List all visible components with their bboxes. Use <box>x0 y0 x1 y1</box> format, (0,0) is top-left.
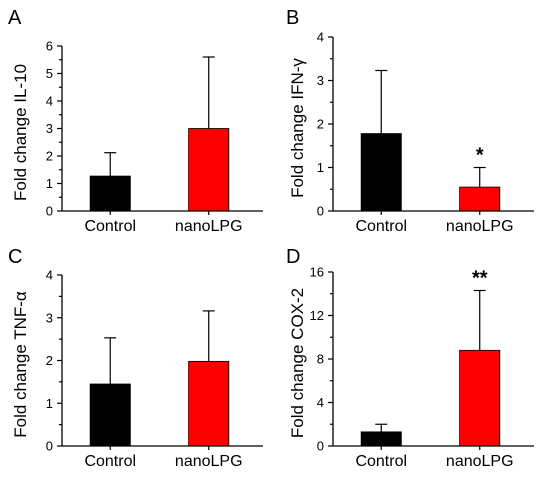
y-tick-label: 16 <box>310 265 324 280</box>
x-tick-label: nanoLPG <box>175 453 243 470</box>
y-axis-label: Fold change COX-2 <box>288 288 307 438</box>
x-tick-label: Control <box>84 453 136 470</box>
y-tick-label: 4 <box>317 395 324 410</box>
y-tick-label: 6 <box>46 39 53 54</box>
y-tick-label: 4 <box>46 94 53 109</box>
bar-nanolpg <box>188 360 230 447</box>
y-axis-label: Fold change IL-10 <box>11 64 30 201</box>
bar-control <box>89 175 131 212</box>
y-tick-label: 12 <box>310 308 324 323</box>
y-tick-label: 2 <box>317 117 324 132</box>
y-tick-label: 3 <box>46 121 53 136</box>
panel-b: B Fold change IFN-γ Control * nanoLPG 0 1 2 3 4 <box>286 7 534 235</box>
x-tick-label: Control <box>355 218 407 235</box>
y-axis-label: Fold change IFN-γ <box>288 58 307 198</box>
panel-letter: B <box>286 7 299 29</box>
panel-letter: A <box>8 7 22 29</box>
y-tick-label: 0 <box>317 204 324 219</box>
y-tick-label: 0 <box>46 439 53 454</box>
x-tick-label: Control <box>355 453 407 470</box>
panel-c: C Fold change TNF-α Control nanoLPG 0 1 2 3 4 <box>8 246 263 470</box>
y-tick-label: 1 <box>46 176 53 191</box>
y-tick-label: 5 <box>46 66 53 81</box>
significance-marker: ** <box>472 267 488 289</box>
x-tick-label: nanoLPG <box>446 453 514 470</box>
y-tick-label: 4 <box>317 30 324 45</box>
x-tick-label: Control <box>84 218 136 235</box>
bar-control <box>360 133 402 212</box>
x-tick-label: nanoLPG <box>446 218 514 235</box>
y-tick-label: 0 <box>317 439 324 454</box>
y-tick-label: 2 <box>46 353 53 368</box>
significance-marker: * <box>476 145 484 167</box>
y-axis-label: Fold change TNF-α <box>11 291 30 438</box>
y-tick-label: 8 <box>317 352 324 367</box>
panel-d: D Fold change COX-2 Control ** nanoLPG 0 4 8 12 1… <box>286 246 534 470</box>
y-tick-label: 3 <box>46 310 53 325</box>
bar-nanolpg <box>188 128 230 212</box>
y-tick-label: 4 <box>46 268 53 283</box>
bar-control <box>89 383 131 447</box>
panel-a: A Fold change IL-10 Control nanoLPG 0 1 2 3 4 5 6 <box>8 7 263 235</box>
bar-nanolpg <box>459 186 501 212</box>
y-tick-label: 2 <box>46 149 53 164</box>
panel-letter: D <box>286 246 300 268</box>
y-tick-label: 3 <box>317 73 324 88</box>
x-tick-label: nanoLPG <box>175 218 243 235</box>
y-tick-label: 1 <box>317 160 324 175</box>
panel-letter: C <box>8 246 22 268</box>
bar-control <box>360 431 402 447</box>
bar-nanolpg <box>459 349 501 447</box>
y-tick-label: 0 <box>46 204 53 219</box>
y-tick-label: 1 <box>46 396 53 411</box>
